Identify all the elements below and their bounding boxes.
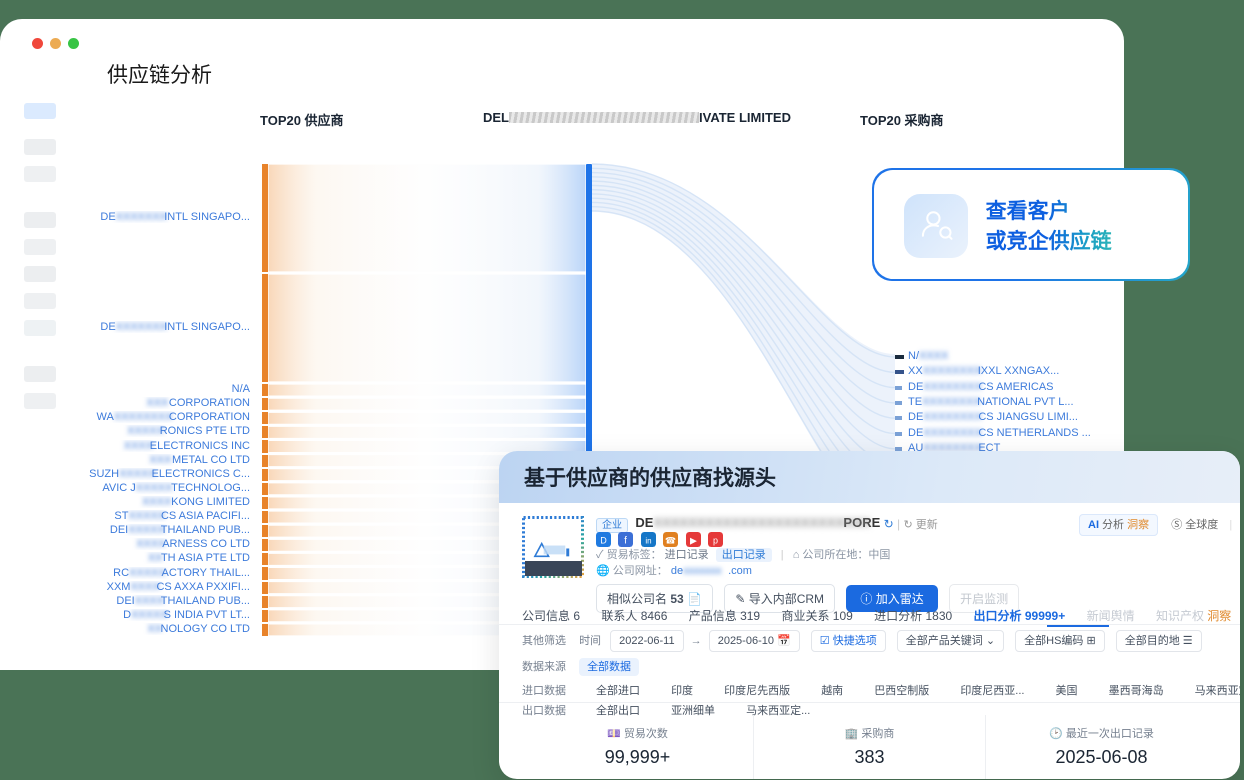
svg-text:in: in — [645, 537, 651, 546]
svg-text:▶: ▶ — [690, 536, 697, 546]
svg-text:D: D — [600, 536, 607, 546]
svg-text:☎: ☎ — [665, 536, 676, 546]
svg-text:f: f — [625, 536, 628, 547]
svg-text:p: p — [713, 536, 718, 546]
